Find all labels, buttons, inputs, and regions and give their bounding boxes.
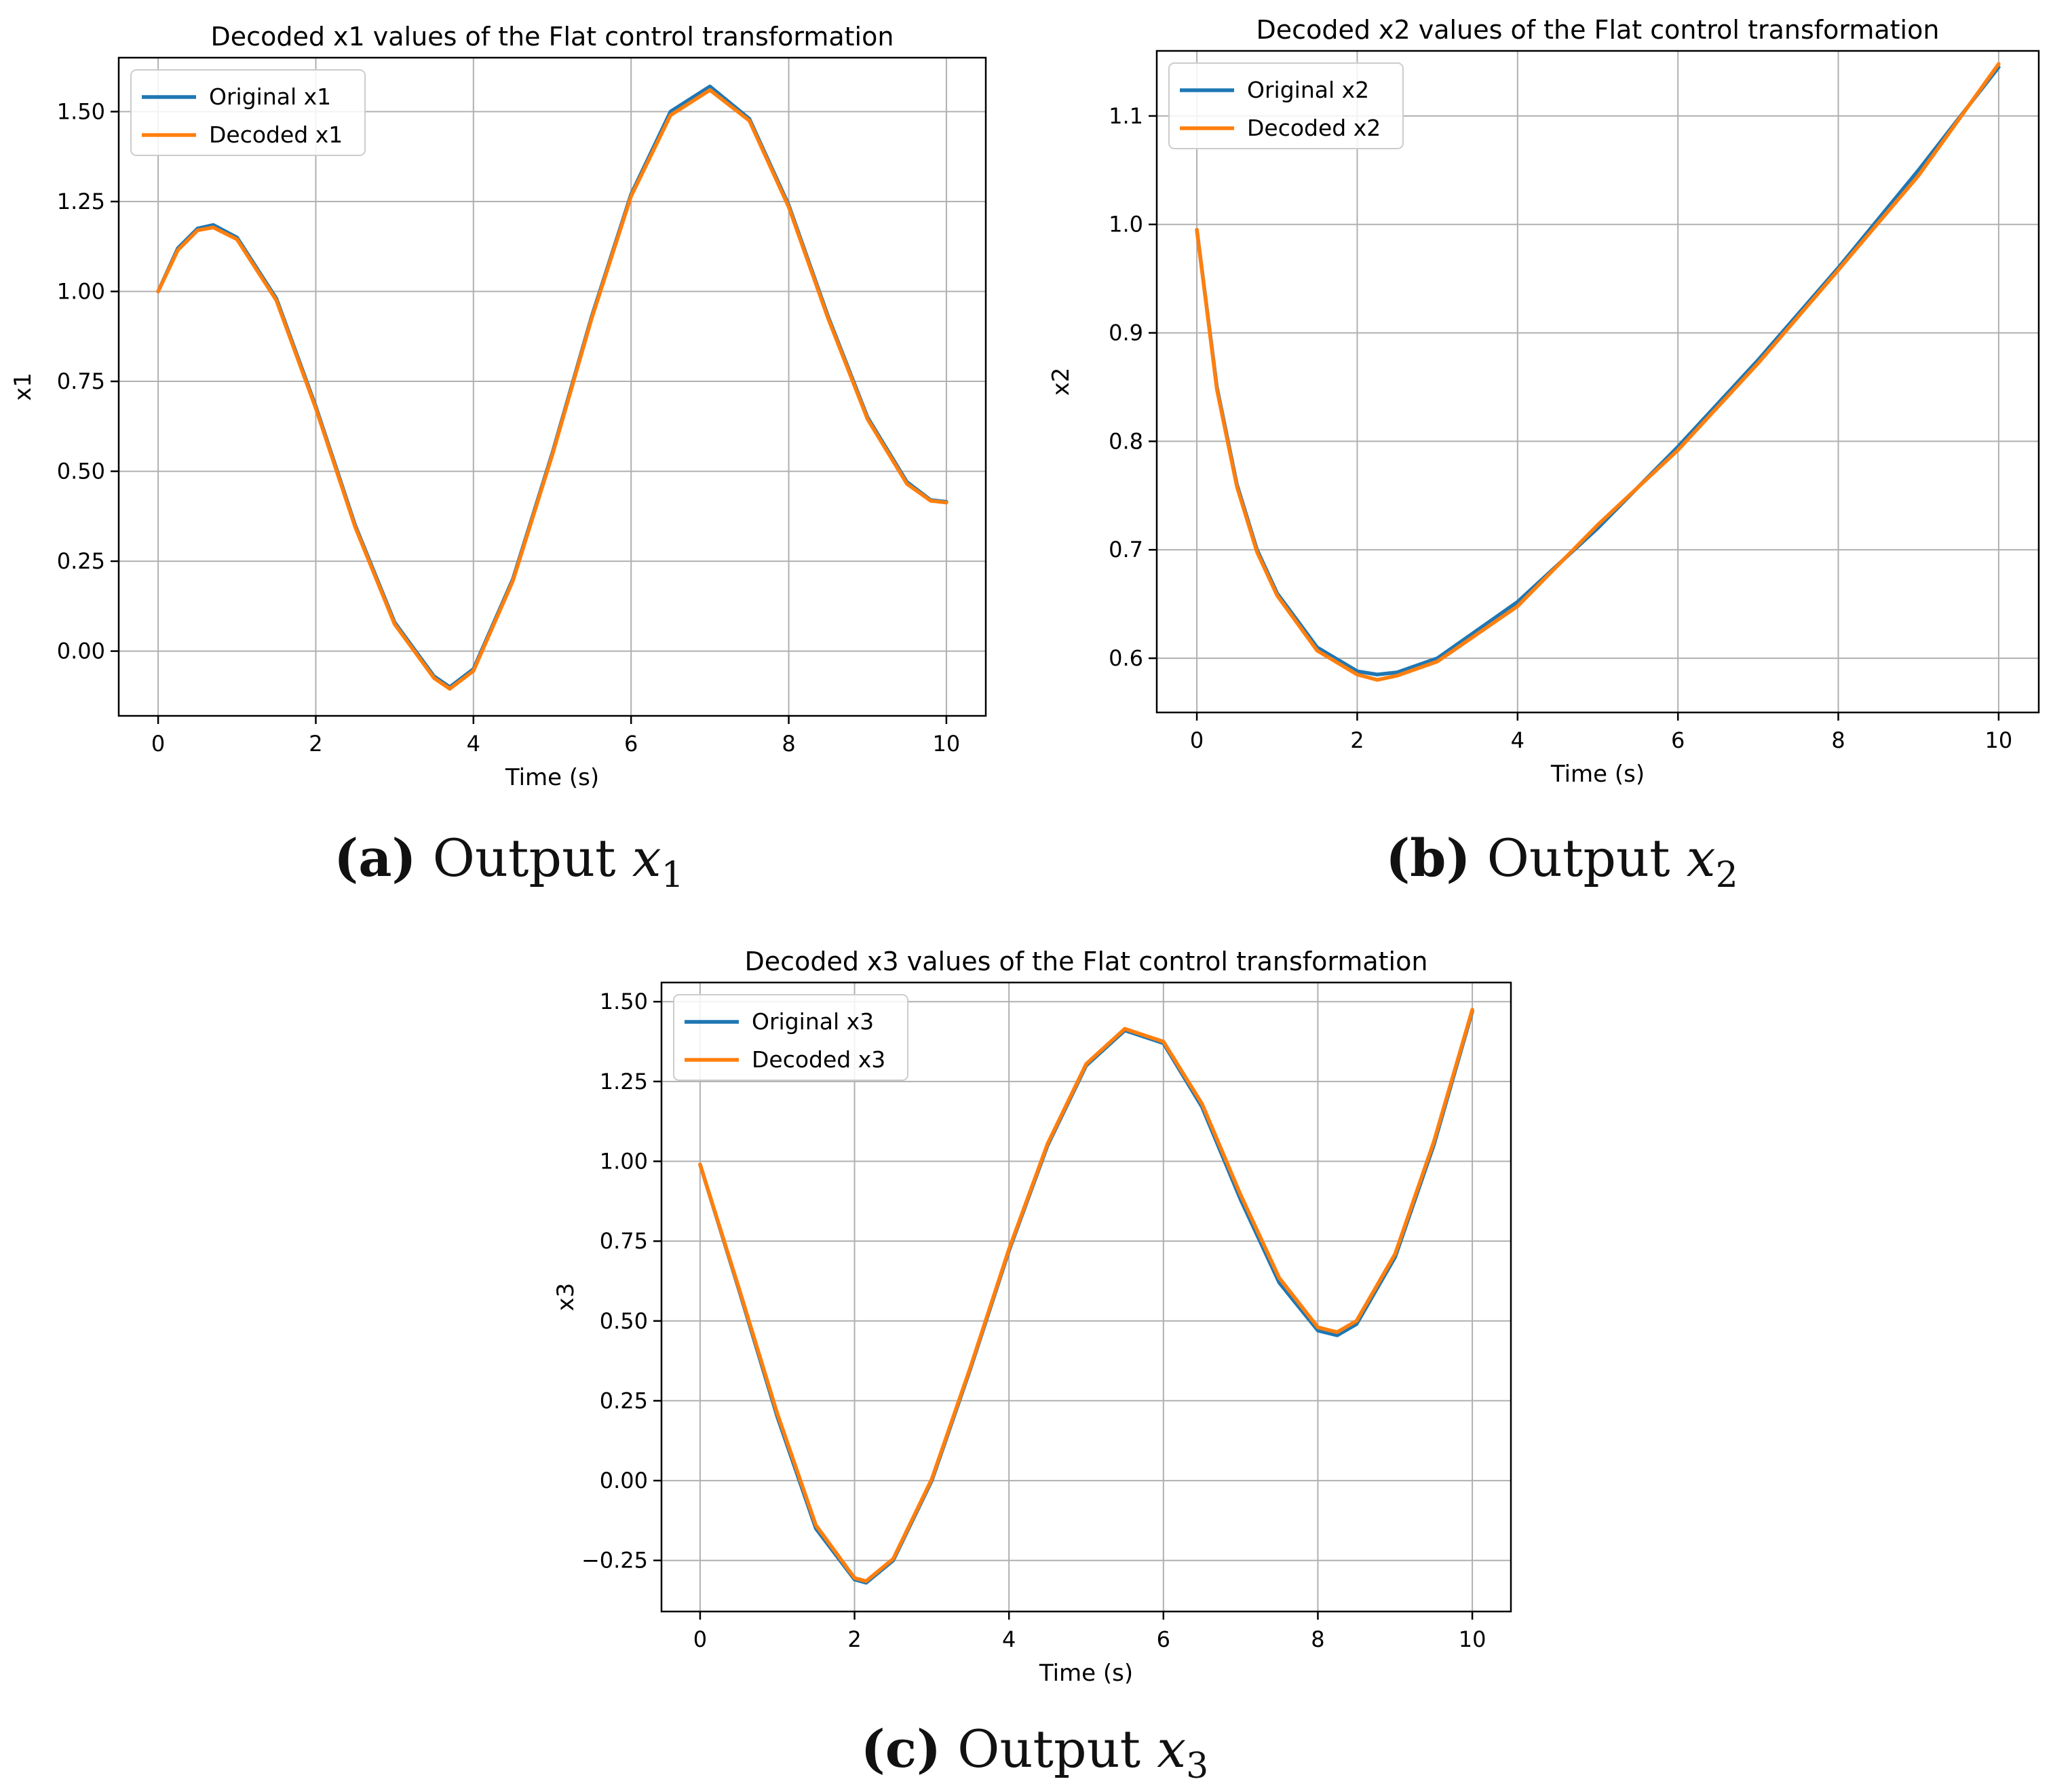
x-tick-label: 0 xyxy=(151,731,165,757)
caption-text: Output xyxy=(432,828,616,888)
legend-entry: Original x3 xyxy=(752,1008,874,1035)
y-tick-label: 0.9 xyxy=(1109,320,1143,346)
x-tick-label: 2 xyxy=(1350,727,1364,753)
series-line-original xyxy=(698,1009,1474,1585)
y-tick-label: 1.00 xyxy=(600,1149,648,1175)
plot-frame xyxy=(117,56,987,717)
x-tick-label: 2 xyxy=(309,731,322,757)
y-tick-label: 1.50 xyxy=(600,989,648,1014)
y-tick-label: 0.25 xyxy=(57,548,105,574)
legend: Original x3 Decoded x3 xyxy=(673,994,908,1081)
caption-text: Output xyxy=(1486,828,1670,888)
series-line-original xyxy=(156,84,948,689)
chart-panel-1: 0 2 4 6 8 10 0.00 0.25 0.50 0.75 1.00 1.25 1.50 Decod… xyxy=(9,22,987,791)
y-axis-label: x1 xyxy=(9,373,37,401)
x-tick-label: 8 xyxy=(1831,727,1845,753)
x-axis-label: Time (s) xyxy=(1550,761,1645,788)
x-tick-label: 6 xyxy=(624,731,638,757)
caption-text: Output xyxy=(957,1719,1141,1779)
y-tick-label: 0.7 xyxy=(1109,537,1143,563)
series-line-original xyxy=(1195,65,2001,676)
caption-a: (a) Output x1 xyxy=(334,828,683,896)
y-tick-label: 0.25 xyxy=(600,1388,648,1413)
legend-entry: Decoded x3 xyxy=(752,1046,885,1073)
y-tick-label: 1.25 xyxy=(600,1069,648,1094)
y-tick-label: 0.75 xyxy=(600,1228,648,1254)
y-tick-label: 0.8 xyxy=(1109,428,1143,454)
x-tick-label: 6 xyxy=(1671,727,1685,753)
x-tick-label: 0 xyxy=(693,1626,707,1652)
x-tick-label: 4 xyxy=(1002,1626,1016,1652)
x-axis-label: Time (s) xyxy=(1039,1660,1133,1687)
x-axis-label: Time (s) xyxy=(505,764,599,791)
y-tick-label: 1.0 xyxy=(1109,212,1143,237)
y-axis-label: x3 xyxy=(552,1283,579,1312)
legend-entry: Decoded x2 xyxy=(1247,115,1381,141)
series-line-decoded xyxy=(1195,62,2001,682)
series-line-decoded xyxy=(698,1008,1474,1584)
x-tick-label: 4 xyxy=(1511,727,1524,753)
caption-label: (b) xyxy=(1385,828,1471,888)
caption-c: (c) Output x3 xyxy=(861,1719,1208,1787)
series-line-decoded xyxy=(156,88,948,691)
x-tick-label: 6 xyxy=(1157,1626,1170,1652)
caption-subscript: 2 xyxy=(1715,855,1738,896)
x-tick-label: 4 xyxy=(467,731,480,757)
x-tick-label: 10 xyxy=(1985,727,2013,753)
plot-frame xyxy=(1155,50,2040,714)
legend-entry: Decoded x1 xyxy=(209,121,343,148)
x-tick-label: 8 xyxy=(1311,1626,1324,1652)
caption-subscript: 3 xyxy=(1186,1746,1209,1787)
y-tick-label: 1.50 xyxy=(57,99,105,125)
caption-label: (c) xyxy=(860,1719,941,1779)
y-tick-label: 0.00 xyxy=(600,1468,648,1493)
caption-variable: x xyxy=(632,828,661,888)
legend-entry: Original x1 xyxy=(209,83,331,110)
y-tick-label: 0.50 xyxy=(600,1308,648,1334)
y-tick-label: 1.1 xyxy=(1109,103,1143,129)
y-tick-label: −0.25 xyxy=(581,1548,648,1574)
x-tick-label: 0 xyxy=(1190,727,1204,753)
legend: Original x1 Decoded x1 xyxy=(130,69,366,156)
x-tick-label: 2 xyxy=(847,1626,861,1652)
chart-title: Decoded x2 values of the Flat control tr… xyxy=(1256,15,1940,45)
caption-variable: x xyxy=(1157,1719,1187,1779)
y-tick-label: 0.6 xyxy=(1109,645,1143,671)
y-tick-label: 0.50 xyxy=(57,459,105,484)
x-tick-label: 10 xyxy=(933,731,961,757)
legend: Original x2 Decoded x2 xyxy=(1168,62,1404,149)
plot-frame xyxy=(660,981,1512,1613)
legend-entry: Original x2 xyxy=(1247,77,1369,103)
y-tick-label: 1.00 xyxy=(57,279,105,305)
y-axis-label: x2 xyxy=(1048,368,1075,396)
x-tick-label: 8 xyxy=(782,731,795,757)
x-tick-label: 10 xyxy=(1459,1626,1486,1652)
caption-label: (a) xyxy=(334,828,417,888)
caption-variable: x xyxy=(1686,828,1716,888)
chart-panel-2: 0 2 4 6 8 10 0.6 0.7 0.8 0.9 1.0 1.1 Decoded x2 valu… xyxy=(1048,15,2040,788)
y-tick-label: 0.75 xyxy=(57,368,105,394)
chart-title: Decoded x3 values of the Flat control tr… xyxy=(745,947,1428,976)
y-tick-label: 0.00 xyxy=(57,638,105,664)
chart-panel-3: 0 2 4 6 8 10 −0.25 0.00 0.25 0.50 0.75 1.00 1.25 1.50… xyxy=(552,947,1512,1687)
caption-b: (b) Output x2 xyxy=(1385,828,1738,896)
y-tick-label: 1.25 xyxy=(57,189,105,214)
caption-subscript: 1 xyxy=(661,855,684,896)
chart-title: Decoded x1 values of the Flat control tr… xyxy=(211,22,894,52)
